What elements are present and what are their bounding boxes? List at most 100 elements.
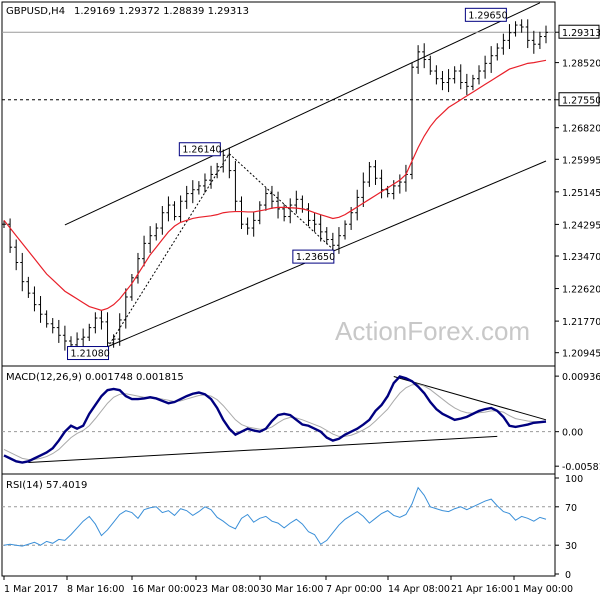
- moving-average-line: [3, 59, 547, 312]
- ohlc-bar: [123, 288, 128, 329]
- rsi-line: [3, 486, 547, 547]
- ohlc-bar: [361, 172, 366, 207]
- ohlc-bar: [495, 43, 500, 61]
- x-tick-label: 1 Mar 2017: [4, 584, 58, 595]
- x-tick-label: 16 Mar 00:00: [132, 584, 195, 595]
- svg-text:1.29650: 1.29650: [468, 10, 507, 21]
- ohlc-bar: [227, 147, 232, 179]
- ohlc-bar: [513, 21, 518, 37]
- y-tick-label: 1.27550: [562, 96, 600, 107]
- rsi-tick-label: 70: [565, 503, 577, 514]
- svg-text:1.26140: 1.26140: [182, 145, 221, 156]
- y-tick-label: 1.28520: [562, 59, 600, 70]
- ohlc-bar: [148, 226, 153, 253]
- x-tick-label: 30 Mar 16:00: [260, 584, 323, 595]
- ohlc-bar: [501, 33, 506, 55]
- price-header-symbol: GBPUSD,H4: [6, 6, 65, 17]
- x-tick-label: 14 Apr 08:00: [388, 584, 450, 595]
- ohlc-bar: [184, 185, 189, 209]
- macd-header: MACD(12,26,9) 0.001748 0.001815: [6, 372, 184, 383]
- ohlc-bar: [464, 73, 469, 95]
- ohlc-bar: [537, 31, 542, 49]
- ohlc-bar: [452, 66, 457, 84]
- macd-trendline-lower: [28, 435, 498, 464]
- ohlc-bar: [14, 239, 19, 271]
- macd-tick-label: 0.009367: [562, 372, 600, 383]
- y-tick-label: 1.29313: [562, 28, 600, 39]
- ohlc-bar: [221, 149, 226, 173]
- x-tick-label: 21 Apr 16:00: [451, 584, 513, 595]
- y-tick-label: 1.25995: [562, 155, 600, 166]
- y-tick-label: 1.22620: [562, 285, 600, 296]
- ohlc-bar: [50, 318, 55, 334]
- ohlc-bar: [416, 45, 421, 74]
- ohlc-bar: [172, 201, 177, 221]
- macd-line: [3, 375, 547, 464]
- ohlc-bar: [178, 195, 183, 223]
- ohlc-bar: [105, 312, 110, 353]
- ohlc-bar: [544, 25, 548, 44]
- rsi-tick-label: 0: [565, 570, 571, 581]
- rsi-panel: [1, 473, 556, 577]
- x-tick-label: 8 Mar 16:00: [67, 584, 124, 595]
- price-tag-label: 1.26140: [178, 142, 222, 157]
- ohlc-bar: [251, 211, 256, 237]
- ohlc-bar: [93, 312, 98, 334]
- ohlc-bar: [87, 323, 92, 342]
- svg-text:1.21080: 1.21080: [71, 349, 110, 360]
- y-tick-label: 1.21770: [562, 317, 600, 328]
- y-tick-label: 1.25145: [562, 188, 600, 199]
- swing-connector: [228, 153, 334, 250]
- ohlc-bar: [428, 55, 433, 75]
- ohlc-bar: [379, 169, 384, 199]
- price-tag-label: 1.29650: [464, 7, 508, 22]
- ohlc-bar: [355, 189, 360, 221]
- ohlc-bar: [257, 201, 262, 225]
- channel-line-upper: [64, 2, 541, 226]
- ohlc-bar: [446, 69, 451, 93]
- ohlc-bar: [306, 203, 311, 227]
- ohlc-bar: [531, 30, 536, 54]
- ohlc-bar: [489, 46, 494, 73]
- ohlc-bar: [312, 212, 317, 232]
- x-tick-label: 7 Apr 00:00: [326, 584, 382, 595]
- y-tick-label: 1.23470: [562, 252, 600, 263]
- ohlc-bar: [209, 165, 214, 189]
- ohlc-bar: [20, 252, 25, 292]
- ohlc-bar: [269, 185, 274, 209]
- ohlc-bar: [343, 220, 348, 240]
- ohlc-bar: [2, 220, 6, 229]
- x-tick-label: 1 May 00:00: [514, 584, 573, 595]
- watermark: ActionForex.com: [335, 316, 530, 346]
- macd-signal-line: [3, 383, 547, 461]
- ohlc-bar: [519, 19, 524, 33]
- price-axis-highlight: [558, 24, 600, 39]
- ohlc-bar: [440, 71, 445, 91]
- ohlc-bar: [202, 173, 207, 193]
- ohlc-bar: [477, 65, 482, 85]
- ohlc-bar: [288, 198, 293, 224]
- ohlc-bar: [245, 217, 250, 235]
- ohlc-bar: [470, 74, 475, 91]
- ohlc-bar: [233, 161, 238, 211]
- price-header-ohlc: 1.29169 1.29372 1.28839 1.29313: [74, 6, 249, 17]
- macd-trendline-upper: [393, 376, 547, 421]
- ohlc-bar: [142, 235, 147, 267]
- ohlc-bar: [32, 286, 37, 312]
- x-tick-label: 23 Mar 08:00: [196, 584, 259, 595]
- ohlc-bar: [263, 187, 268, 211]
- macd-tick-label: 0.00: [562, 428, 583, 439]
- ohlc-bar: [276, 191, 281, 219]
- y-tick-label: 1.20945: [562, 349, 600, 360]
- ohlc-bar: [166, 196, 171, 222]
- y-tick-label: 1.24295: [562, 220, 600, 231]
- svg-text:1.23650: 1.23650: [296, 252, 335, 263]
- ohlc-bar: [294, 190, 299, 214]
- ohlc-bar: [507, 24, 512, 49]
- ohlc-bar: [81, 328, 86, 348]
- ohlc-bar: [397, 174, 402, 194]
- ohlc-bar: [38, 296, 43, 323]
- ohlc-bar: [26, 276, 31, 298]
- ohlc-bar: [215, 162, 220, 179]
